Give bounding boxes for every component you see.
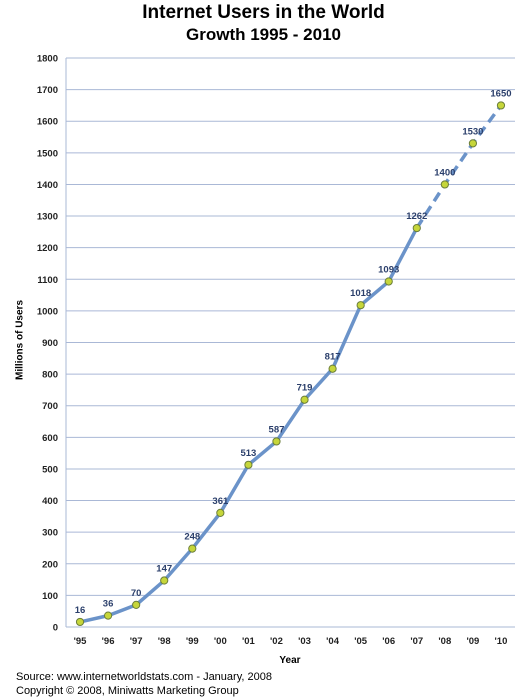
y-tick-label: 1200	[37, 243, 58, 254]
data-point	[357, 302, 364, 309]
data-point	[273, 438, 280, 445]
y-tick-label: 500	[42, 464, 58, 475]
data-point	[133, 601, 140, 608]
y-axis-label: Millions of Users	[15, 300, 26, 380]
data-label: 361	[212, 496, 229, 507]
data-point	[385, 278, 392, 285]
data-point	[104, 612, 111, 619]
data-label: 248	[184, 532, 200, 543]
y-tick-label: 1700	[37, 85, 58, 96]
x-tick-label: '01	[242, 636, 256, 647]
y-tick-label: 1100	[37, 275, 58, 286]
x-tick-label: '03	[298, 636, 311, 647]
data-label: 16	[75, 605, 86, 616]
data-label: 1018	[350, 288, 371, 299]
data-points	[76, 102, 504, 626]
series-lines	[80, 105, 501, 622]
gridlines	[66, 58, 515, 627]
x-tick-label: '04	[326, 636, 340, 647]
series-line-actual	[80, 228, 417, 622]
series-line-projected	[417, 105, 501, 228]
x-tick-label: '97	[130, 636, 143, 647]
y-tick-label: 800	[42, 370, 58, 381]
data-point	[189, 545, 196, 552]
x-tick-label: '05	[354, 636, 368, 647]
x-tick-label: '99	[186, 636, 199, 647]
y-tick-label: 1400	[37, 180, 58, 191]
x-axis-label: Year	[0, 655, 527, 666]
y-axis-ticks: 0 100 200 300 400 500 600 700 800 900 1000 1100 1200…	[37, 54, 58, 634]
y-tick-label: 300	[42, 528, 58, 539]
data-label: 587	[269, 424, 285, 435]
data-label: 1650	[490, 88, 511, 99]
data-label: 1262	[406, 211, 427, 222]
y-tick-label: 200	[42, 559, 58, 570]
data-point	[497, 102, 504, 109]
data-labels: 16 36 70 147 248 361 513 587 719 817 1018 1093 1262 1…	[75, 88, 512, 616]
data-label: 1093	[378, 264, 399, 275]
data-point	[217, 509, 224, 516]
data-point	[469, 140, 476, 147]
y-tick-label: 1500	[37, 148, 58, 159]
data-point	[413, 224, 420, 231]
data-label: 36	[103, 599, 114, 610]
data-point	[441, 181, 448, 188]
y-tick-label: 900	[42, 338, 58, 349]
x-tick-label: '09	[466, 636, 479, 647]
data-point	[329, 365, 336, 372]
x-tick-label: '08	[438, 636, 451, 647]
y-tick-label: 100	[42, 591, 58, 602]
y-tick-label: 1600	[37, 117, 58, 128]
x-tick-label: '02	[270, 636, 283, 647]
data-label: 817	[325, 352, 341, 363]
x-tick-label: '00	[214, 636, 227, 647]
x-tick-label: '96	[102, 636, 115, 647]
data-point	[76, 618, 83, 625]
data-label: 719	[297, 383, 313, 394]
x-tick-label: '95	[74, 636, 88, 647]
data-point	[245, 461, 252, 468]
data-label: 1530	[462, 126, 483, 137]
source-note: Source: www.internetworldstats.com - Jan…	[16, 671, 272, 683]
data-label: 513	[240, 448, 256, 459]
y-tick-label: 1300	[37, 212, 58, 223]
y-tick-label: 1800	[37, 54, 58, 65]
x-tick-label: '06	[382, 636, 395, 647]
y-tick-label: 600	[42, 433, 58, 444]
data-point	[301, 396, 308, 403]
data-label: 147	[156, 564, 172, 575]
x-tick-label: '07	[410, 636, 423, 647]
data-label: 1400	[434, 167, 455, 178]
data-label: 70	[131, 588, 142, 599]
x-tick-label: '98	[158, 636, 171, 647]
x-axis-ticks: '95 '96 '97 '98 '99 '00 '01 '02 '03 '04 '05 '06 '07 '…	[74, 636, 508, 647]
copyright-note: Copyright © 2008, Miniwatts Marketing Gr…	[16, 685, 239, 697]
y-tick-label: 400	[42, 496, 58, 507]
y-tick-label: 1000	[37, 306, 58, 317]
data-point	[161, 577, 168, 584]
x-tick-label: '10	[495, 636, 508, 647]
y-tick-label: 700	[42, 401, 58, 412]
y-tick-label: 0	[53, 623, 58, 634]
